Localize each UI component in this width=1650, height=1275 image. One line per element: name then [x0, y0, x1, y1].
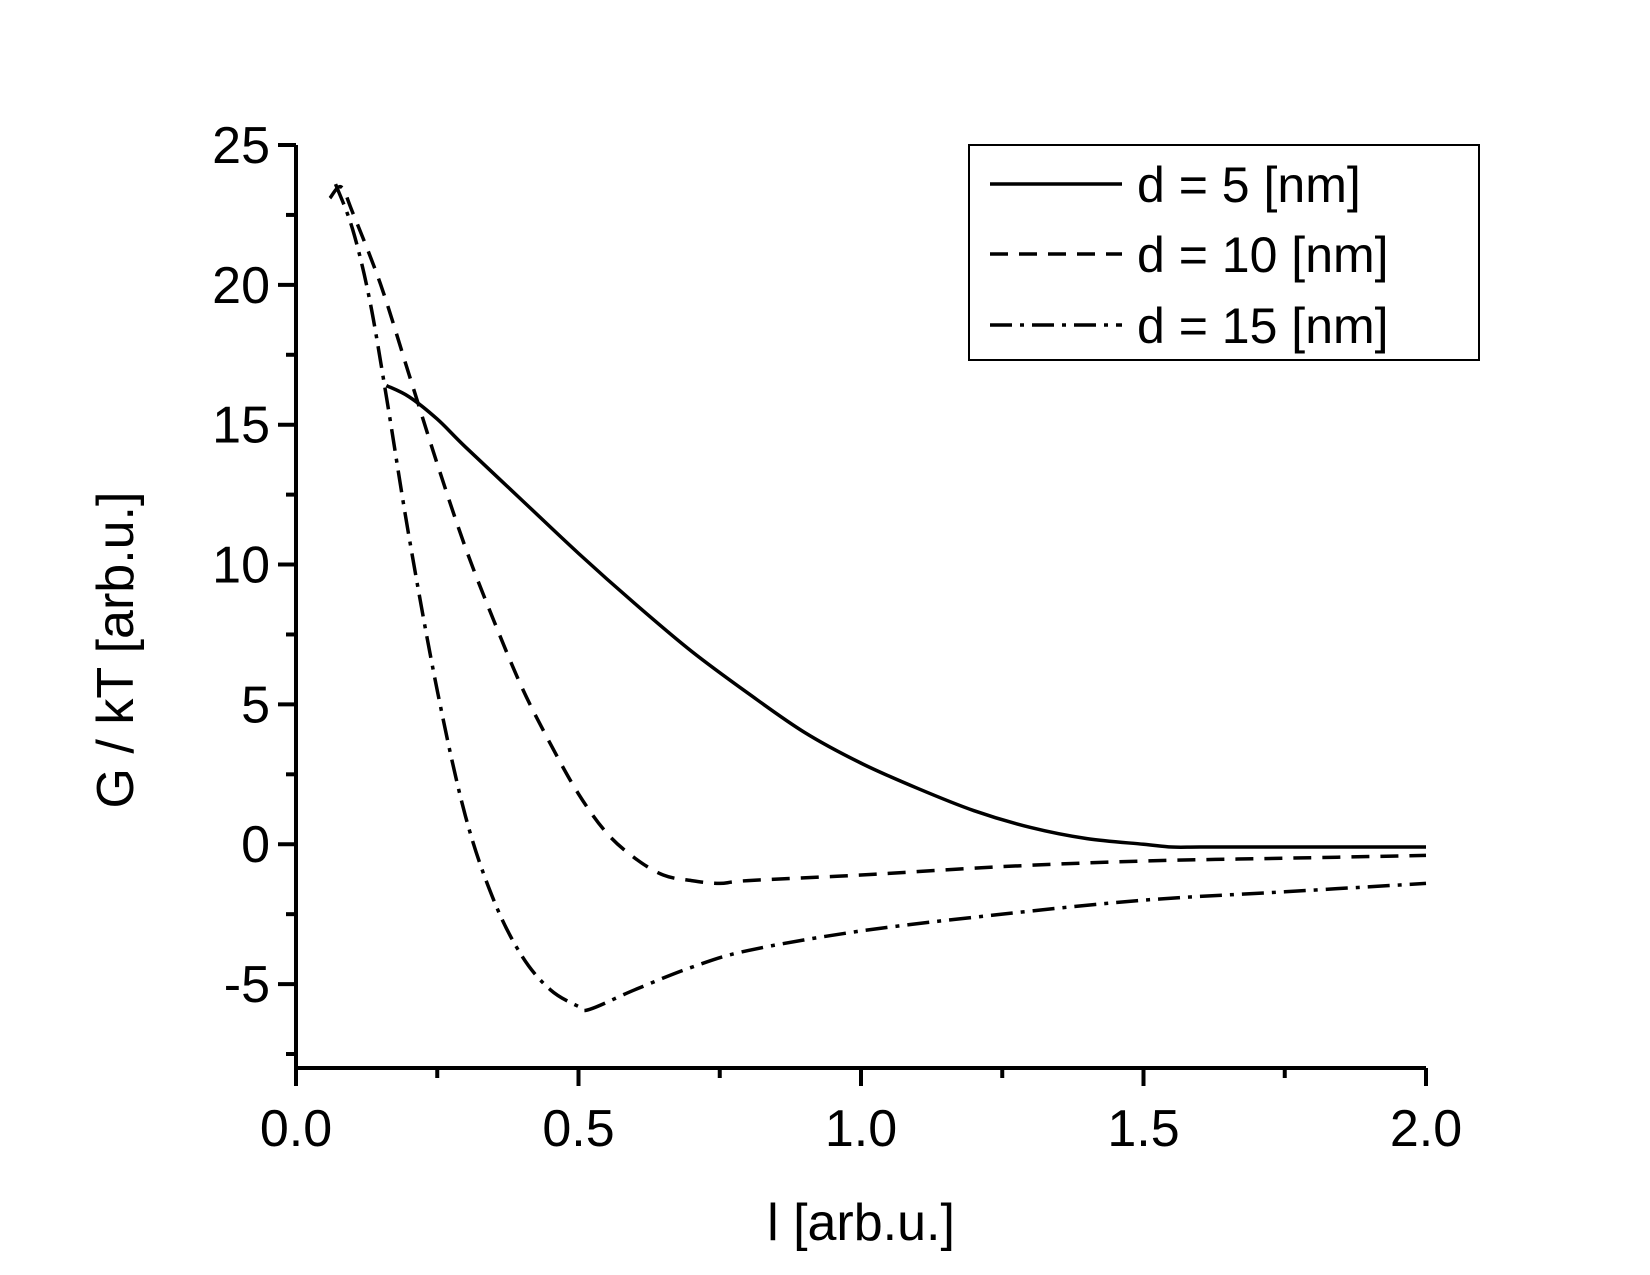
y-tick-label: 5 — [241, 676, 270, 734]
legend-label-series-2: d = 10 [nm] — [1137, 227, 1389, 283]
y-tick-label: 25 — [212, 117, 270, 175]
x-tick-label: 1.0 — [825, 1100, 897, 1158]
y-tick-label: 20 — [212, 257, 270, 315]
legend-label-series-3: d = 15 [nm] — [1137, 298, 1389, 354]
y-tick-label: -5 — [224, 956, 270, 1014]
series-line-2 — [328, 184, 1427, 886]
y-tick-label: 10 — [212, 537, 270, 595]
y-axis-label: G / kT [arb.u.] — [87, 492, 145, 809]
x-tick-label: 2.0 — [1390, 1100, 1462, 1158]
x-axis-label: l [arb.u.] — [767, 1194, 955, 1252]
legend: d = 5 [nm] d = 10 [nm] d = 15 [nm] — [968, 144, 1480, 361]
y-tick-label: 0 — [241, 816, 270, 874]
x-tick-label: 1.5 — [1107, 1100, 1179, 1158]
ticklabels-layer: 0.0 0.5 1.0 1.5 2.0 -5 0 5 10 15 20 25 — [212, 117, 1462, 1158]
x-tick-label: 0.5 — [542, 1100, 614, 1158]
series-line-3 — [333, 183, 1427, 1013]
legend-label-series-1: d = 5 [nm] — [1137, 157, 1361, 213]
y-tick-label: 15 — [212, 397, 270, 455]
series-line-1 — [385, 383, 1426, 849]
x-tick-label: 0.0 — [260, 1100, 332, 1158]
series-layer — [328, 183, 1427, 1013]
